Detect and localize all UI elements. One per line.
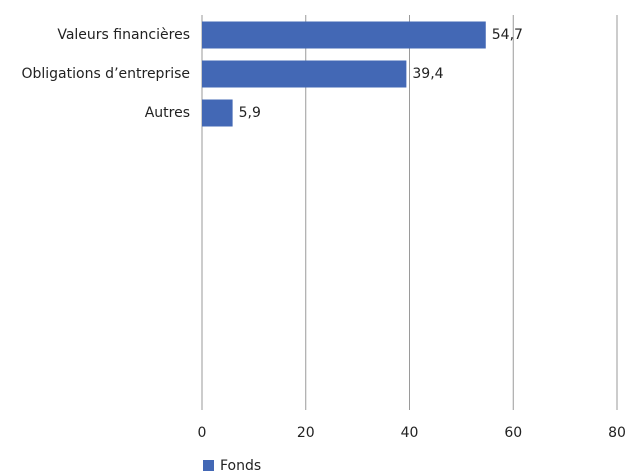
x-tick-label: 60 — [504, 425, 522, 441]
value-label: 39,4 — [412, 66, 443, 82]
y-tick-label: Obligations d’entreprise — [21, 66, 190, 82]
bar — [202, 21, 486, 49]
value-label: 5,9 — [239, 105, 261, 121]
y-tick-label: Autres — [145, 105, 190, 121]
legend-label: Fonds — [220, 458, 261, 474]
x-tick-label: 0 — [198, 425, 207, 441]
x-tick-label: 20 — [297, 425, 315, 441]
bar — [202, 99, 233, 127]
value-label: 54,7 — [492, 27, 523, 43]
x-tick-label: 40 — [401, 425, 419, 441]
x-tick-label: 80 — [608, 425, 626, 441]
y-tick-label: Valeurs financières — [57, 27, 190, 43]
legend-swatch — [203, 460, 214, 471]
bar — [202, 60, 407, 88]
